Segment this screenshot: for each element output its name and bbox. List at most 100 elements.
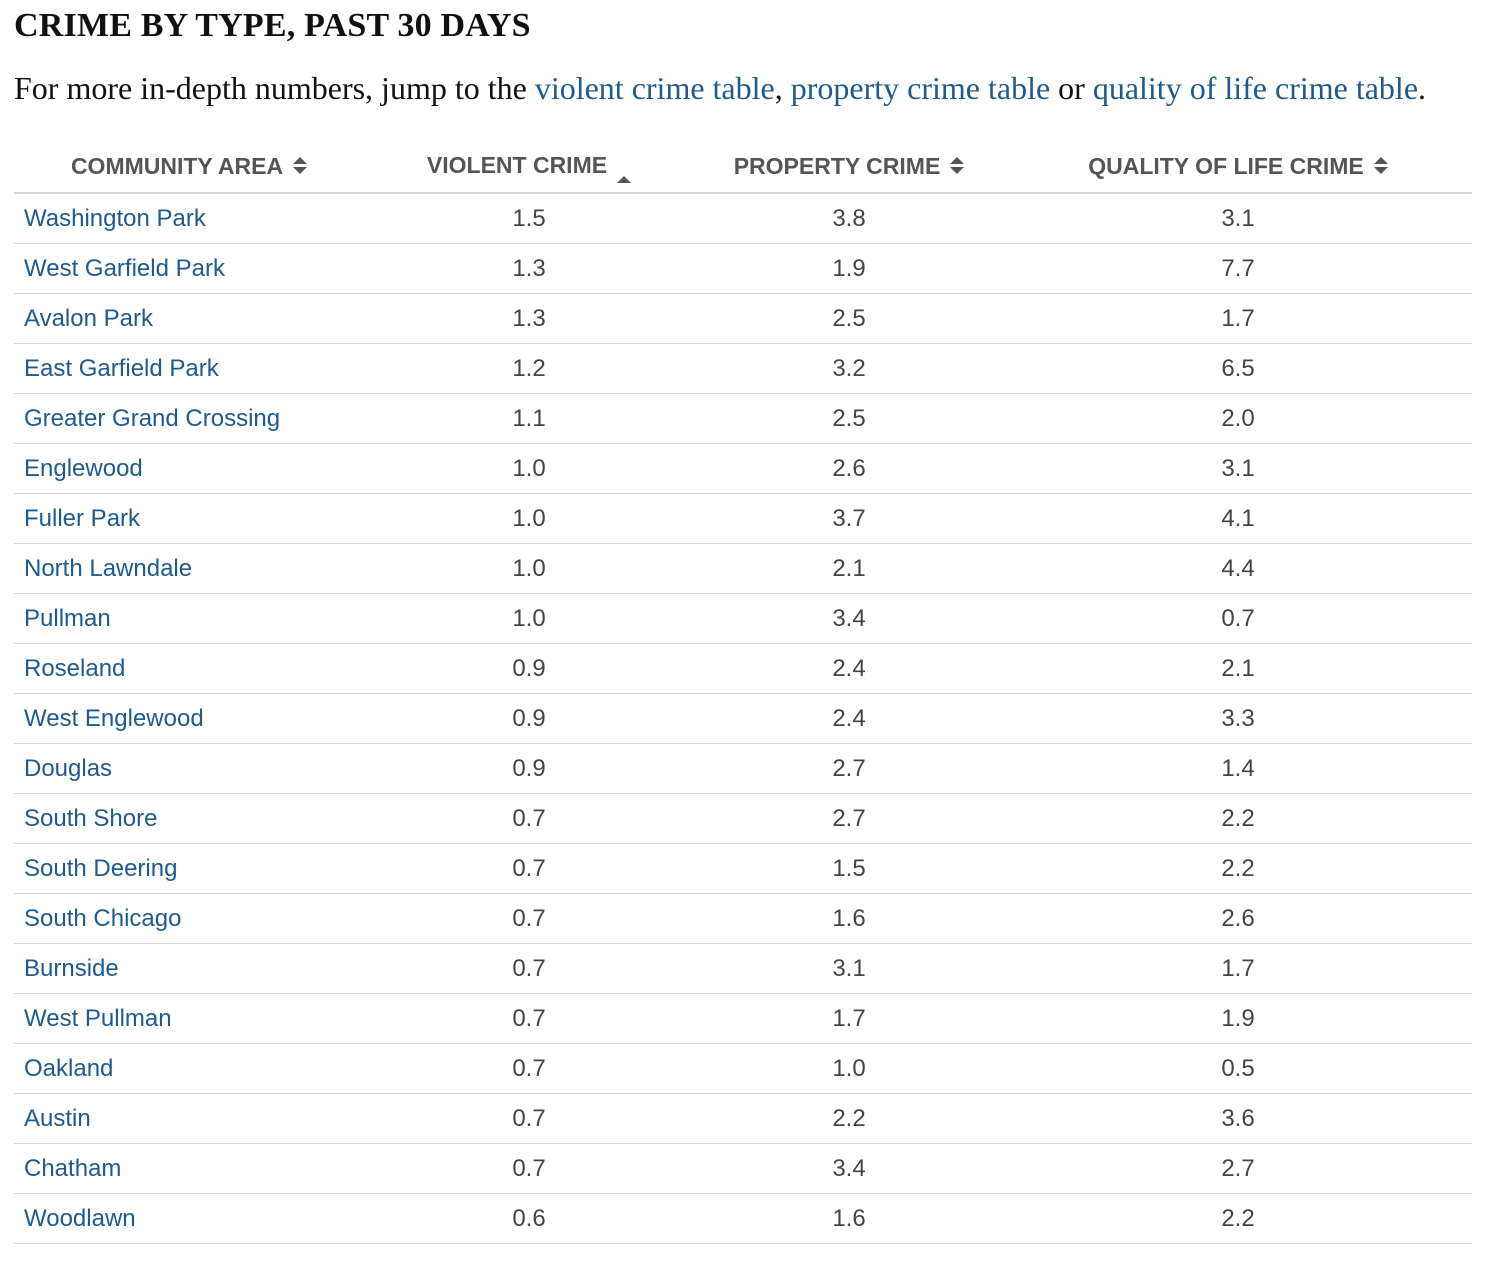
quality-of-life-crime-cell: 6.5: [1004, 343, 1472, 394]
violent-crime-cell: 1.5: [364, 193, 694, 244]
property-crime-table-link[interactable]: property crime table: [790, 70, 1051, 106]
community-area-link[interactable]: North Lawndale: [24, 554, 193, 582]
community-area-link[interactable]: South Deering: [24, 854, 178, 882]
table-row: Pullman 1.0 3.4 0.7: [14, 593, 1472, 644]
property-crime-cell: 2.4: [694, 643, 1004, 694]
violent-crime-table-link[interactable]: violent crime table: [534, 70, 775, 106]
community-area-cell: West Garfield Park: [14, 243, 364, 294]
violent-crime-cell: 0.7: [364, 1093, 694, 1144]
violent-crime-cell: 1.0: [364, 593, 694, 644]
community-area-cell: Austin: [14, 1093, 364, 1144]
community-area-cell: Roseland: [14, 643, 364, 694]
column-header-label: VIOLENT CRIME: [426, 151, 608, 178]
community-area-link[interactable]: South Shore: [24, 804, 158, 832]
sort-both-icon: [950, 156, 965, 174]
community-area-link[interactable]: Douglas: [24, 754, 113, 782]
violent-crime-cell: 0.7: [364, 1043, 694, 1094]
quality-of-life-crime-cell: 1.7: [1004, 943, 1472, 994]
column-header-community-area[interactable]: COMMUNITY AREA: [14, 140, 364, 194]
property-crime-cell: 2.7: [694, 743, 1004, 794]
community-area-cell: North Lawndale: [14, 543, 364, 594]
community-area-link[interactable]: Woodlawn: [24, 1204, 136, 1232]
quality-of-life-crime-cell: 1.4: [1004, 743, 1472, 794]
community-area-link[interactable]: Roseland: [24, 654, 126, 682]
intro-separator: or: [1050, 70, 1093, 106]
table-body: Washington Park 1.5 3.8 3.1 West Garfield Pa…: [14, 193, 1472, 1244]
property-crime-cell: 3.8: [694, 193, 1004, 244]
column-header-label: QUALITY OF LIFE CRIME: [1088, 152, 1364, 179]
community-area-cell: Douglas: [14, 743, 364, 794]
community-area-cell: Pullman: [14, 593, 364, 644]
quality-of-life-crime-cell: 2.0: [1004, 393, 1472, 444]
community-area-cell: West Pullman: [14, 993, 364, 1044]
community-area-cell: South Deering: [14, 843, 364, 894]
table-row: Englewood 1.0 2.6 3.1: [14, 443, 1472, 494]
table-row: West Garfield Park 1.3 1.9 7.7: [14, 243, 1472, 294]
property-crime-cell: 1.0: [694, 1043, 1004, 1094]
table-row: Woodlawn 0.6 1.6 2.2: [14, 1193, 1472, 1244]
property-crime-cell: 1.9: [694, 243, 1004, 294]
community-area-link[interactable]: West Englewood: [24, 704, 204, 732]
community-area-cell: Englewood: [14, 443, 364, 494]
column-header-label: PROPERTY CRIME: [733, 152, 941, 179]
community-area-link[interactable]: South Chicago: [24, 904, 182, 932]
community-area-link[interactable]: West Pullman: [24, 1004, 172, 1032]
community-area-link[interactable]: Fuller Park: [24, 504, 141, 532]
community-area-link[interactable]: Avalon Park: [24, 304, 153, 332]
property-crime-cell: 1.5: [694, 843, 1004, 894]
quality-of-life-crime-cell: 1.9: [1004, 993, 1472, 1044]
quality-of-life-crime-cell: 3.1: [1004, 443, 1472, 494]
table-row: Chatham 0.7 3.4 2.7: [14, 1143, 1472, 1194]
property-crime-cell: 2.7: [694, 793, 1004, 844]
table-row: Douglas 0.9 2.7 1.4: [14, 743, 1472, 794]
table-row: Fuller Park 1.0 3.7 4.1: [14, 493, 1472, 544]
community-area-cell: Greater Grand Crossing: [14, 393, 364, 444]
column-header-label: COMMUNITY AREA: [70, 152, 284, 179]
quality-of-life-crime-cell: 2.2: [1004, 1193, 1472, 1244]
community-area-link[interactable]: Englewood: [24, 454, 143, 482]
sort-both-icon: [293, 156, 308, 174]
violent-crime-cell: 1.1: [364, 393, 694, 444]
table-row: Burnside 0.7 3.1 1.7: [14, 943, 1472, 994]
quality-of-life-crime-table-link[interactable]: quality of life crime table: [1092, 70, 1419, 106]
intro-prefix: For more in-depth numbers, jump to the: [14, 70, 535, 106]
property-crime-cell: 2.1: [694, 543, 1004, 594]
community-area-link[interactable]: Greater Grand Crossing: [24, 404, 281, 432]
violent-crime-cell: 0.9: [364, 743, 694, 794]
quality-of-life-crime-cell: 0.7: [1004, 593, 1472, 644]
property-crime-cell: 2.6: [694, 443, 1004, 494]
violent-crime-cell: 0.7: [364, 843, 694, 894]
community-area-link[interactable]: Burnside: [24, 954, 119, 982]
quality-of-life-crime-cell: 2.7: [1004, 1143, 1472, 1194]
property-crime-cell: 3.4: [694, 593, 1004, 644]
table-row: Oakland 0.7 1.0 0.5: [14, 1043, 1472, 1094]
table-row: Washington Park 1.5 3.8 3.1: [14, 193, 1472, 244]
column-header-quality-of-life-crime[interactable]: QUALITY OF LIFE CRIME: [1004, 140, 1472, 194]
property-crime-cell: 1.6: [694, 1193, 1004, 1244]
column-header-violent-crime[interactable]: VIOLENT CRIME: [364, 140, 694, 194]
quality-of-life-crime-cell: 2.1: [1004, 643, 1472, 694]
property-crime-cell: 2.4: [694, 693, 1004, 744]
community-area-link[interactable]: East Garfield Park: [24, 354, 219, 382]
property-crime-cell: 1.7: [694, 993, 1004, 1044]
community-area-link[interactable]: Austin: [24, 1104, 91, 1132]
violent-crime-cell: 0.6: [364, 1193, 694, 1244]
community-area-link[interactable]: Oakland: [24, 1054, 114, 1082]
community-area-cell: South Shore: [14, 793, 364, 844]
community-area-link[interactable]: Pullman: [24, 604, 111, 632]
community-area-link[interactable]: West Garfield Park: [24, 254, 225, 282]
property-crime-cell: 3.2: [694, 343, 1004, 394]
table-row: West Englewood 0.9 2.4 3.3: [14, 693, 1472, 744]
property-crime-cell: 3.4: [694, 1143, 1004, 1194]
property-crime-cell: 1.6: [694, 893, 1004, 944]
property-crime-cell: 3.7: [694, 493, 1004, 544]
table-row: North Lawndale 1.0 2.1 4.4: [14, 543, 1472, 594]
sort-both-icon: [1373, 156, 1388, 174]
column-header-property-crime[interactable]: PROPERTY CRIME: [694, 140, 1004, 194]
community-area-link[interactable]: Washington Park: [24, 204, 206, 232]
table-row: South Shore 0.7 2.7 2.2: [14, 793, 1472, 844]
violent-crime-cell: 0.9: [364, 693, 694, 744]
community-area-link[interactable]: Chatham: [24, 1154, 122, 1182]
quality-of-life-crime-cell: 0.5: [1004, 1043, 1472, 1094]
violent-crime-cell: 1.0: [364, 543, 694, 594]
